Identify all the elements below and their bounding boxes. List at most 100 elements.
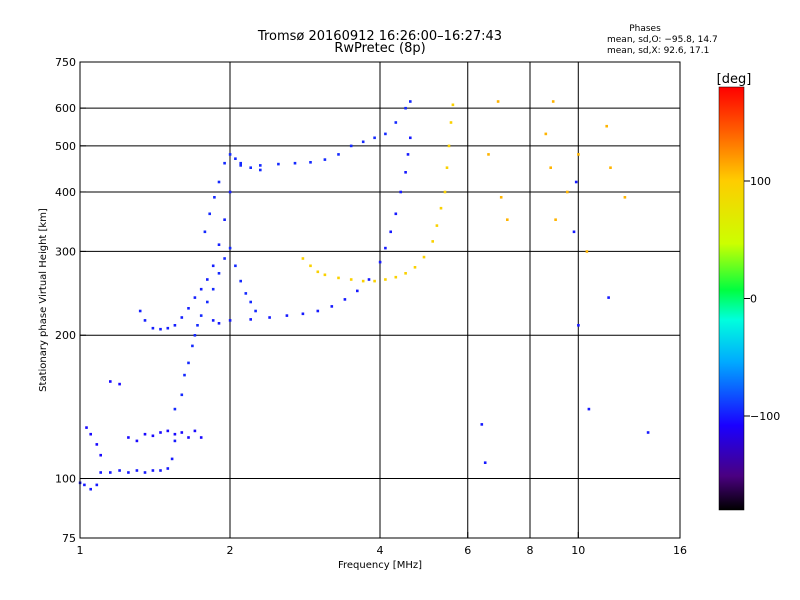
data-point xyxy=(95,443,99,446)
data-point xyxy=(99,471,102,474)
data-point xyxy=(211,319,215,322)
data-point xyxy=(166,326,170,330)
x-axis-label: Frequency [MHz] xyxy=(338,560,422,571)
data-point xyxy=(217,322,221,325)
data-point xyxy=(249,318,252,321)
data-point xyxy=(394,275,398,279)
data-point xyxy=(323,158,327,161)
data-point xyxy=(239,279,242,283)
colorbar-tick-label: 0 xyxy=(750,293,757,306)
data-point xyxy=(239,161,242,165)
data-point xyxy=(404,171,407,174)
data-point xyxy=(193,334,197,337)
data-point xyxy=(309,264,312,268)
data-point xyxy=(394,121,398,124)
data-point xyxy=(206,278,209,281)
data-point xyxy=(609,166,612,169)
data-point xyxy=(170,457,174,461)
chart-title: Tromsø 20160912 16:26:00–16:27:43 xyxy=(257,29,502,44)
data-point xyxy=(217,272,221,275)
data-point xyxy=(166,467,170,470)
grid-lines xyxy=(80,62,680,538)
data-point xyxy=(373,279,376,283)
data-point xyxy=(223,218,226,221)
data-point xyxy=(234,157,237,160)
data-point xyxy=(234,264,237,268)
series-group xyxy=(85,380,203,457)
data-point xyxy=(173,432,177,436)
data-point xyxy=(259,164,262,167)
data-point xyxy=(447,144,451,148)
data-points xyxy=(78,100,650,491)
data-point xyxy=(399,190,402,194)
data-point xyxy=(554,218,557,221)
data-point xyxy=(549,166,552,169)
legend-x-mode: mean, sd,X: 92.6, 17.1 xyxy=(607,46,709,56)
data-point xyxy=(349,144,353,148)
data-point xyxy=(173,324,177,327)
data-point xyxy=(249,166,252,169)
data-point xyxy=(574,180,578,184)
data-point xyxy=(293,161,297,165)
data-point xyxy=(384,246,387,250)
data-point xyxy=(151,326,155,330)
data-point xyxy=(349,278,353,281)
data-point xyxy=(605,124,608,128)
data-point xyxy=(378,260,382,264)
data-point xyxy=(211,287,215,291)
data-point xyxy=(199,436,203,439)
chart-subtitle: RwPretec (8p) xyxy=(334,41,425,56)
x-tick-label: 10 xyxy=(571,544,585,557)
y-tick-label: 750 xyxy=(55,56,76,69)
colorbar xyxy=(718,86,745,511)
data-point xyxy=(180,393,184,397)
data-point xyxy=(196,324,199,327)
data-point xyxy=(89,487,92,491)
data-point xyxy=(330,305,334,308)
data-point xyxy=(367,278,371,281)
data-point xyxy=(89,432,92,436)
y-tick-label: 600 xyxy=(55,102,76,115)
series-group xyxy=(487,100,627,253)
data-point xyxy=(585,250,589,253)
data-point xyxy=(228,153,232,156)
data-point xyxy=(135,439,139,443)
data-point xyxy=(499,196,503,199)
data-point xyxy=(268,316,271,319)
data-point xyxy=(646,431,650,434)
data-point xyxy=(228,190,232,194)
legend-o-mode: mean, sd,O: −95.8, 14.7 xyxy=(607,35,718,45)
data-point xyxy=(173,439,177,443)
data-point xyxy=(406,153,410,156)
data-point xyxy=(435,224,439,227)
data-point xyxy=(623,196,627,199)
y-tick-label: 100 xyxy=(55,473,76,486)
data-point xyxy=(159,431,162,434)
data-point xyxy=(99,453,102,457)
series-group xyxy=(78,439,177,491)
data-point xyxy=(211,264,215,268)
data-point xyxy=(361,279,365,283)
y-tick-label: 300 xyxy=(55,245,76,258)
data-point xyxy=(422,255,426,259)
data-point xyxy=(413,266,417,269)
data-point xyxy=(254,309,257,313)
data-point xyxy=(191,344,194,348)
data-point xyxy=(199,287,203,291)
data-point xyxy=(607,296,610,299)
data-point xyxy=(213,196,216,199)
data-point xyxy=(193,296,197,299)
y-tick-label: 500 xyxy=(55,140,76,153)
data-point xyxy=(551,100,555,103)
data-point xyxy=(206,300,209,304)
data-point xyxy=(572,230,576,234)
data-point xyxy=(449,121,453,124)
data-point xyxy=(409,100,412,103)
data-point xyxy=(173,407,177,411)
data-point xyxy=(445,166,449,169)
data-point xyxy=(404,272,407,275)
legend-title: Phases xyxy=(629,24,661,34)
data-point xyxy=(83,483,86,487)
data-point xyxy=(356,289,359,293)
